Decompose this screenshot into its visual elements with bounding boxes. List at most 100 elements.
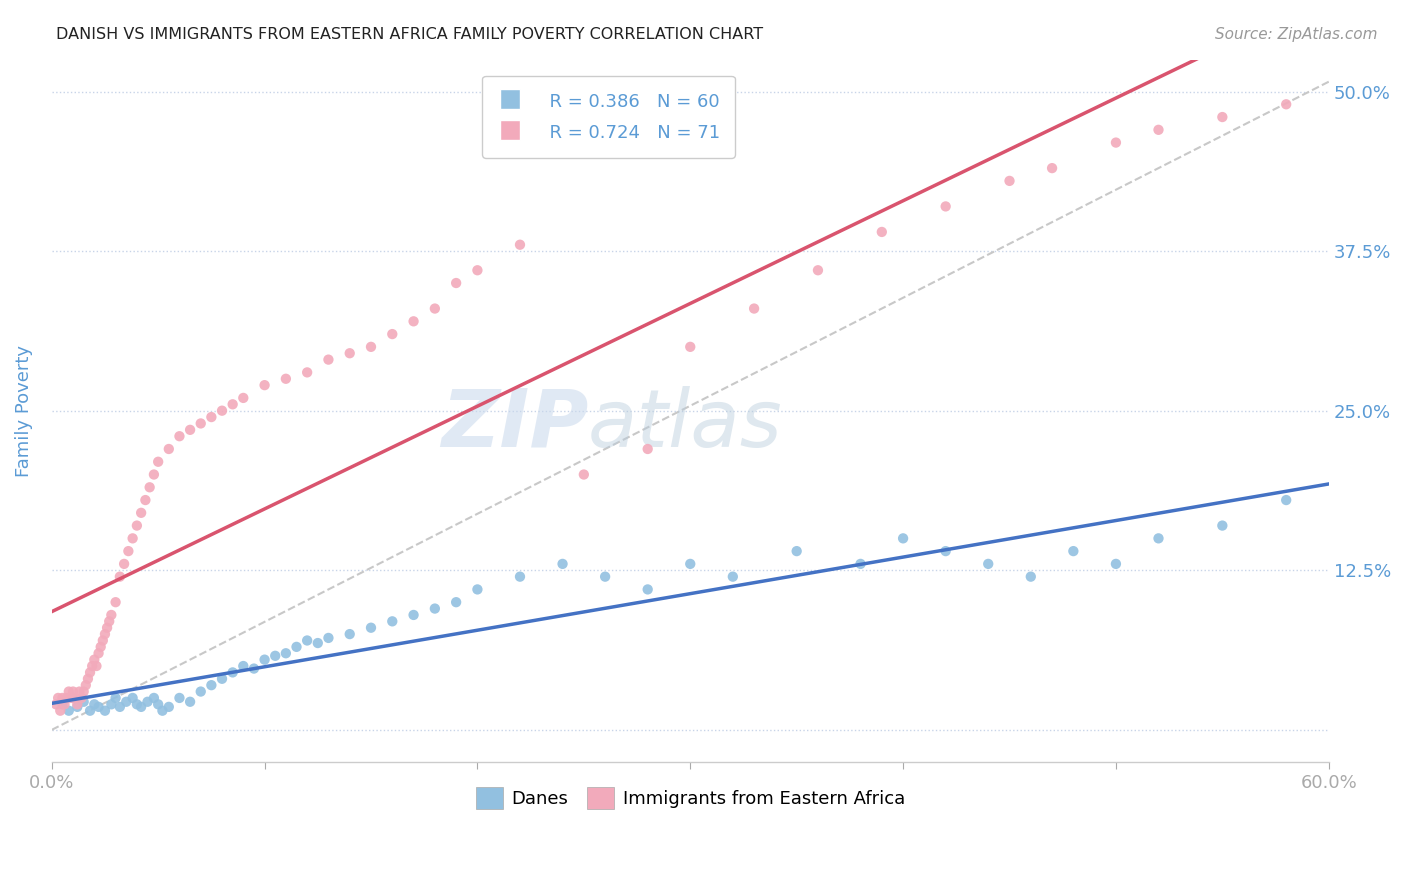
- Point: [381, 615, 404, 629]
- Point: [402, 314, 425, 328]
- Point: [142, 467, 165, 482]
- Point: [59, 690, 82, 705]
- Point: [67, 684, 90, 698]
- Point: [786, 544, 808, 558]
- Point: [200, 410, 222, 425]
- Point: [1275, 97, 1298, 112]
- Point: [444, 595, 467, 609]
- Point: [339, 627, 361, 641]
- Point: [190, 417, 212, 431]
- Point: [86, 659, 108, 673]
- Point: [318, 631, 340, 645]
- Point: [58, 684, 80, 698]
- Point: [307, 636, 329, 650]
- Point: [1211, 518, 1233, 533]
- Point: [998, 174, 1021, 188]
- Point: [935, 544, 957, 558]
- Point: [49, 704, 72, 718]
- Point: [318, 352, 340, 367]
- Point: [115, 695, 138, 709]
- Point: [1040, 161, 1063, 175]
- Point: [551, 557, 574, 571]
- Point: [169, 690, 191, 705]
- Point: [104, 595, 127, 609]
- Point: [253, 378, 276, 392]
- Point: [75, 678, 97, 692]
- Point: [87, 699, 110, 714]
- Point: [129, 699, 152, 714]
- Point: [90, 640, 112, 654]
- Point: [200, 678, 222, 692]
- Point: [807, 263, 830, 277]
- Text: ZIP: ZIP: [440, 385, 588, 464]
- Point: [1275, 493, 1298, 508]
- Point: [108, 699, 131, 714]
- Point: [1147, 532, 1170, 546]
- Point: [467, 263, 489, 277]
- Point: [935, 199, 957, 213]
- Point: [51, 698, 73, 712]
- Point: [274, 372, 297, 386]
- Point: [423, 301, 446, 316]
- Point: [62, 690, 84, 705]
- Point: [381, 327, 404, 342]
- Point: [253, 653, 276, 667]
- Point: [94, 627, 117, 641]
- Point: [45, 698, 67, 712]
- Point: [121, 532, 143, 546]
- Point: [509, 237, 531, 252]
- Point: [70, 690, 93, 705]
- Point: [849, 557, 872, 571]
- Text: atlas: atlas: [588, 385, 783, 464]
- Point: [62, 684, 84, 698]
- Point: [73, 695, 96, 709]
- Point: [152, 704, 174, 718]
- Point: [339, 346, 361, 360]
- Point: [221, 397, 243, 411]
- Point: [53, 698, 76, 712]
- Point: [742, 301, 765, 316]
- Point: [58, 704, 80, 718]
- Point: [73, 684, 96, 698]
- Point: [138, 480, 160, 494]
- Point: [157, 442, 180, 456]
- Point: [637, 442, 659, 456]
- Point: [134, 493, 156, 508]
- Point: [112, 557, 135, 571]
- Point: [55, 690, 77, 705]
- Point: [51, 690, 73, 705]
- Point: [179, 423, 201, 437]
- Point: [1105, 136, 1128, 150]
- Point: [679, 340, 702, 354]
- Point: [157, 699, 180, 714]
- Point: [295, 365, 318, 379]
- Point: [100, 698, 122, 712]
- Point: [179, 695, 201, 709]
- Point: [679, 557, 702, 571]
- Point: [77, 672, 100, 686]
- Point: [232, 391, 254, 405]
- Point: [1211, 110, 1233, 124]
- Point: [117, 544, 139, 558]
- Point: [295, 633, 318, 648]
- Text: Source: ZipAtlas.com: Source: ZipAtlas.com: [1215, 27, 1378, 42]
- Point: [169, 429, 191, 443]
- Point: [637, 582, 659, 597]
- Point: [1019, 569, 1042, 583]
- Point: [83, 653, 105, 667]
- Point: [211, 672, 233, 686]
- Legend: Danes, Immigrants from Eastern Africa: Danes, Immigrants from Eastern Africa: [468, 780, 912, 816]
- Point: [1105, 557, 1128, 571]
- Point: [136, 695, 159, 709]
- Point: [108, 569, 131, 583]
- Point: [98, 615, 121, 629]
- Point: [1147, 123, 1170, 137]
- Point: [221, 665, 243, 680]
- Point: [63, 690, 86, 705]
- Point: [572, 467, 595, 482]
- Point: [46, 690, 69, 705]
- Point: [360, 340, 382, 354]
- Point: [264, 648, 287, 663]
- Point: [66, 698, 89, 712]
- Point: [142, 690, 165, 705]
